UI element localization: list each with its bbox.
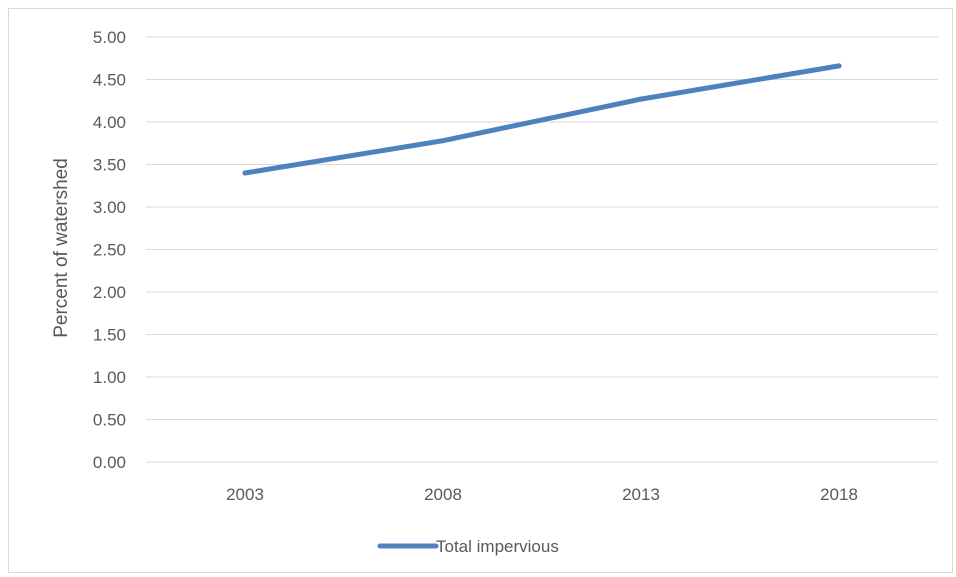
y-tick-label: 4.00 [93, 113, 126, 132]
y-tick-label: 2.50 [93, 241, 126, 260]
data-point [836, 63, 842, 69]
y-tick-label: 4.50 [93, 71, 126, 90]
legend: Total impervious [377, 537, 559, 556]
y-tick-label: 0.50 [93, 411, 126, 430]
series-line-0 [242, 63, 842, 176]
y-tick-label: 1.00 [93, 368, 126, 387]
x-tick-label: 2008 [424, 485, 462, 504]
series-group [242, 63, 842, 176]
y-tick-label: 5.00 [93, 28, 126, 47]
y-tick-label: 1.50 [93, 326, 126, 345]
data-point [440, 138, 446, 144]
chart-frame [8, 8, 953, 573]
x-axis-tick-labels: 2003 2008 2013 2018 [226, 485, 858, 504]
legend-label: Total impervious [436, 537, 559, 556]
data-point [638, 96, 644, 102]
y-tick-label: 2.00 [93, 283, 126, 302]
y-axis-tick-labels: 0.00 0.50 1.00 1.50 2.00 2.50 3.00 3.50 4.00 4.50… [93, 28, 126, 472]
x-tick-label: 2013 [622, 485, 660, 504]
y-axis-title: Percent of watershed [51, 158, 72, 338]
data-point [242, 170, 248, 176]
y-tick-label: 0.00 [93, 453, 126, 472]
y-tick-label: 3.00 [93, 198, 126, 217]
x-tick-label: 2003 [226, 485, 264, 504]
gridlines [146, 36, 938, 463]
x-tick-label: 2018 [820, 485, 858, 504]
y-tick-label: 3.50 [93, 156, 126, 175]
